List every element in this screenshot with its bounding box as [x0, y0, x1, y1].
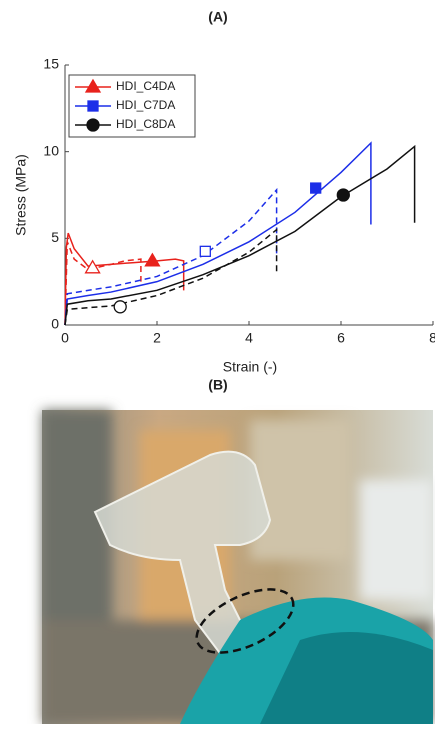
marker [310, 182, 322, 194]
y-tick-label: 10 [43, 142, 59, 158]
x-axis-label: Strain (-) [223, 359, 277, 375]
legend-label: HDI_C4DA [116, 79, 175, 93]
x-tick-label: 8 [429, 330, 435, 346]
line [64, 141, 372, 326]
panel-label: (A) [208, 9, 227, 25]
x-tick-label: 4 [245, 330, 253, 346]
x-tick-label: 2 [153, 330, 161, 346]
marker [113, 300, 127, 314]
x-tick-label: 6 [337, 330, 345, 346]
marker [144, 252, 161, 267]
y-tick-label: 5 [51, 229, 59, 245]
marker [336, 188, 350, 202]
x-tick-label: 0 [61, 330, 69, 346]
y-axis-label: Stress (MPa) [13, 154, 29, 236]
y-tick-label: 15 [43, 56, 59, 72]
panel-label: (B) [208, 377, 227, 393]
marker [86, 118, 100, 132]
legend-label: HDI_C7DA [116, 98, 175, 112]
dashed-line [64, 228, 278, 326]
dashed-line [64, 187, 278, 326]
marker [84, 78, 102, 93]
dashed-line [64, 241, 142, 326]
y-tick-label: 0 [51, 316, 59, 332]
line [64, 144, 416, 326]
marker [87, 100, 99, 112]
marker [199, 245, 211, 257]
photo [42, 410, 433, 724]
legend-label: HDI_C8DA [116, 117, 175, 131]
marker [84, 259, 101, 274]
